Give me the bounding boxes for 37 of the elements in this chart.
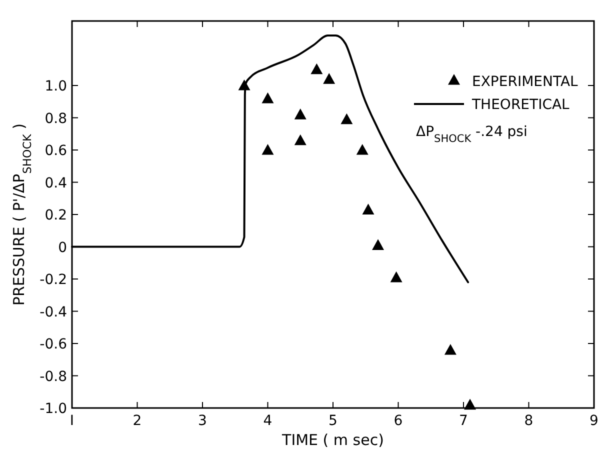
point	[340, 113, 353, 124]
point	[390, 271, 402, 282]
y-tick-label: 0.2	[44, 208, 67, 224]
y-tick-label: 0	[58, 240, 67, 256]
x-tick-label: 4	[263, 413, 272, 429]
x-tick-label: 5	[328, 413, 338, 429]
x-tick-label: 7	[459, 413, 468, 429]
point	[294, 134, 306, 146]
x-tick-label: 8	[524, 413, 534, 429]
y-tick-label: 0.6	[44, 143, 68, 159]
x-tick-label: 9	[590, 413, 598, 429]
y-tick-label: -1.0	[40, 401, 67, 417]
annotation: ΔP$_{SHOCK}$ -.24 psi	[416, 124, 528, 145]
x-tick-label: 2	[132, 413, 142, 429]
y-tick-label: 0.8	[44, 110, 67, 127]
legend-label: THEORETICAL	[471, 97, 570, 113]
x-axis-title: TIME ( m sec)	[281, 431, 384, 449]
point	[362, 204, 374, 214]
y-tick-label: -0.4	[40, 304, 68, 320]
x-tick-label: 3	[198, 413, 207, 429]
y-tick-label: -0.6	[40, 336, 68, 352]
y-tick-label: 0.4	[44, 175, 68, 192]
y-tick-label: -0.8	[40, 368, 67, 385]
point	[294, 108, 306, 120]
legend-label: EXPERIMENTAL	[472, 74, 578, 90]
x-tick-label: 6	[394, 413, 403, 429]
point	[262, 144, 274, 155]
point	[444, 344, 456, 355]
point	[310, 63, 323, 74]
point	[262, 92, 274, 104]
point	[356, 144, 368, 155]
x-tick-label: I	[70, 413, 74, 429]
point	[323, 73, 336, 84]
point	[372, 239, 384, 250]
y-tick-label: -0.2	[40, 272, 67, 288]
y-tick-label: 1.0	[44, 78, 67, 94]
point	[464, 398, 476, 410]
